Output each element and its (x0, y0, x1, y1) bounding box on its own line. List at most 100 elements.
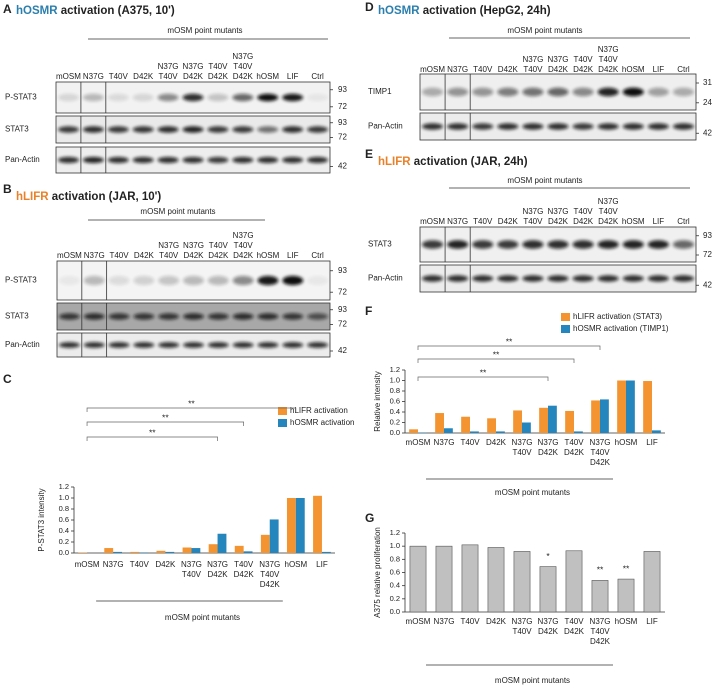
lane-label: mOSM (420, 65, 445, 74)
panel-title: hOSMR activation (HepG2, 24h) (378, 5, 551, 17)
x-tick-label: N37G (181, 560, 202, 569)
lane-label: hOSM (256, 72, 279, 81)
bar (321, 551, 331, 553)
x-tick-label: D42K (590, 637, 611, 646)
lane-label: LIF (287, 72, 299, 81)
x-tick-label: LIF (316, 560, 328, 569)
blot-band (447, 87, 469, 97)
blot-band (108, 313, 130, 320)
blot-band (647, 87, 669, 97)
lane-label: N37G (158, 62, 179, 71)
lane-label: T40V (523, 217, 543, 226)
blot-band (447, 275, 469, 282)
row-label: TIMP1 (368, 87, 392, 96)
lane-label: mOSM (56, 72, 81, 81)
blot-band (572, 123, 594, 130)
row-label: Pan-Actin (368, 122, 403, 131)
y-tick-label: 0.2 (390, 594, 400, 603)
significance-bracket (417, 358, 575, 363)
panel-title: hOSMR activation (A375, 10') (16, 5, 175, 17)
lane-label: T40V (109, 251, 129, 260)
x-tick-label: mOSM (406, 438, 431, 447)
blot-band (672, 123, 694, 130)
blot-band (133, 313, 155, 320)
blot-band (57, 93, 79, 102)
y-tick-label: 1.0 (59, 493, 69, 502)
lane-label: hOSM (622, 217, 645, 226)
blot-band (647, 275, 669, 282)
bar (487, 418, 496, 433)
x-tick-label: N37G (512, 438, 533, 447)
lane-label: Ctrl (677, 217, 690, 226)
mw-marker: 42 (703, 280, 712, 289)
row-label: P-STAT3 (5, 276, 37, 285)
lane-label: T40V (473, 65, 493, 74)
blot-band (672, 240, 694, 249)
panel-letter: E (365, 147, 373, 161)
bar (234, 545, 244, 553)
blot-band (57, 156, 79, 164)
blot-band (58, 275, 80, 286)
lane-label: LIF (653, 65, 665, 74)
blot-band (182, 156, 204, 164)
row-label: Pan-Actin (5, 155, 40, 164)
y-tick-label: 1.2 (59, 482, 69, 491)
y-tick-label: 0.6 (390, 567, 400, 576)
blot-band (157, 93, 179, 102)
lane-label: T40V (574, 55, 594, 64)
bar (217, 533, 227, 553)
x-tick-label: T40V (130, 560, 150, 569)
lane-label: D42K (498, 217, 519, 226)
x-tick-label: T40V (512, 448, 532, 457)
bar (313, 495, 322, 553)
x-tick-label: mOSM (75, 560, 100, 569)
mw-marker: 72 (338, 287, 347, 296)
blot-band (672, 87, 694, 97)
bar (574, 431, 583, 433)
lane-label: N37G (183, 241, 204, 250)
lane-label: N37G (83, 72, 104, 81)
y-tick-label: 0.8 (390, 554, 400, 563)
y-axis-label: Relative intensity (373, 371, 382, 431)
bar (191, 548, 201, 553)
x-tick-label: T40V (590, 627, 610, 636)
blot-band (257, 126, 279, 133)
blot-band (547, 240, 569, 249)
mw-marker: 93 (703, 231, 712, 240)
mw-marker: 93 (338, 266, 347, 275)
blot-band (282, 342, 304, 348)
x-tick-label: mOSM (406, 617, 431, 626)
y-tick-label: 0.4 (59, 526, 69, 535)
significance-label: ** (149, 427, 156, 437)
significance-label: ** (162, 412, 169, 422)
bar (652, 430, 661, 433)
blot-band (257, 342, 279, 348)
x-tick-label: N37G (512, 617, 533, 626)
bar (113, 551, 123, 553)
blot-band (183, 313, 204, 320)
blot-band (497, 275, 519, 282)
bar (565, 410, 574, 433)
title-highlight: hLIFR (378, 156, 411, 168)
bar (295, 498, 305, 553)
bar (565, 550, 583, 613)
blot-band (157, 156, 179, 164)
legend-swatch (278, 419, 287, 427)
significance-bracket (417, 345, 601, 350)
legend-label: hLIFR activation (STAT3) (573, 312, 662, 321)
legend-label: hLIFR activation (290, 406, 348, 415)
bar (435, 545, 453, 613)
bar (130, 551, 140, 553)
lane-label: N37G (598, 45, 619, 54)
blot-band (207, 93, 229, 102)
blot-band (108, 342, 130, 348)
panel-title: hLIFR activation (JAR, 24h) (378, 156, 528, 168)
blot-band (307, 156, 329, 164)
mw-marker: 31 (703, 78, 712, 87)
blot-band (572, 87, 594, 97)
mw-marker: 42 (703, 128, 712, 137)
mw-marker: 72 (338, 320, 347, 329)
bar (208, 544, 218, 553)
significance-label: ** (506, 336, 513, 346)
bar (617, 380, 626, 433)
